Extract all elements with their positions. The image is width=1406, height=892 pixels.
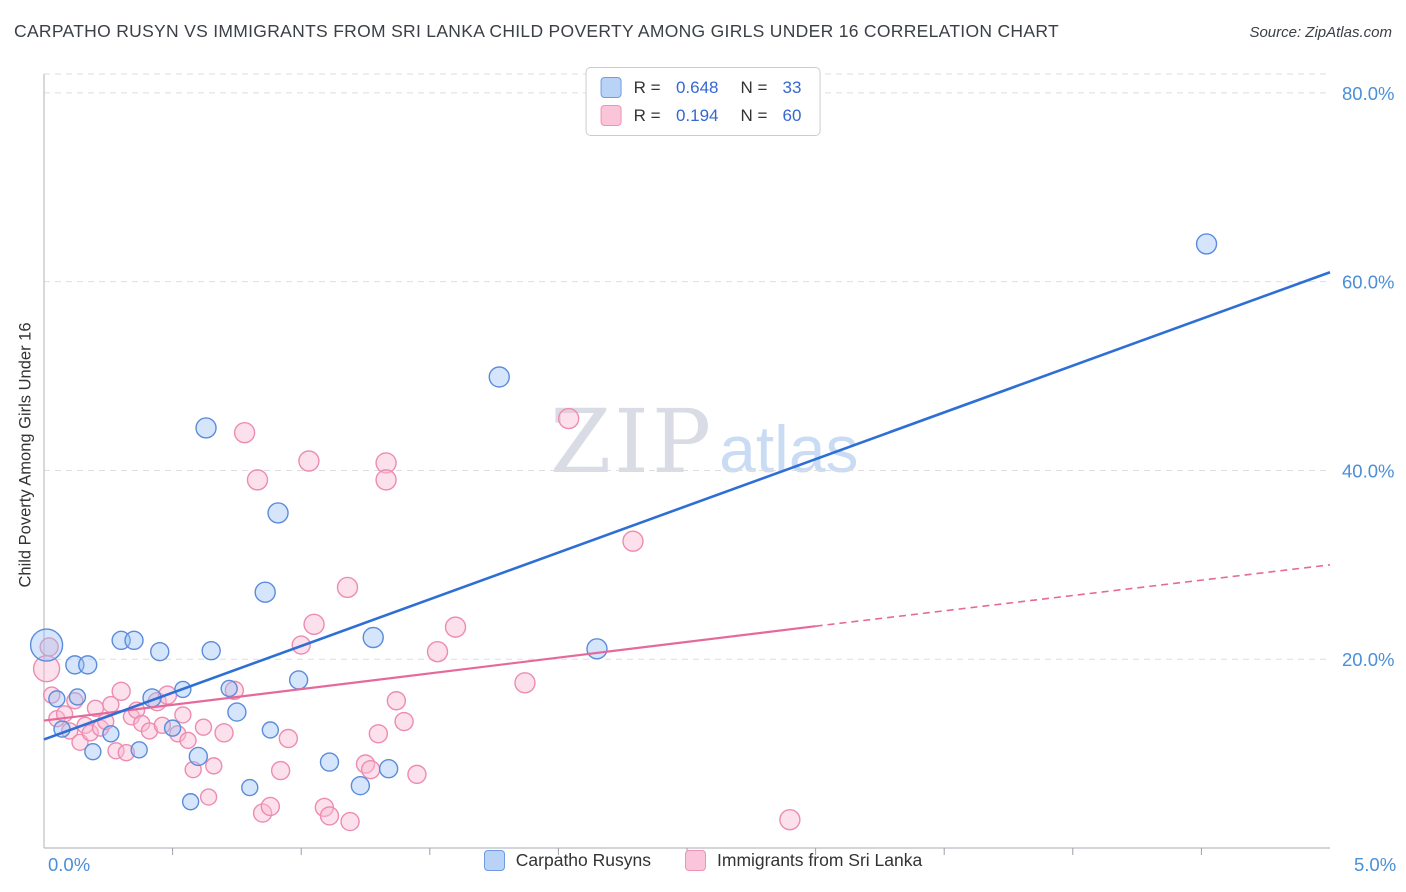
data-point-sri-lanka [252, 803, 273, 823]
data-point-carpatho-rusyns [181, 793, 200, 811]
data-point-sri-lanka [111, 681, 131, 702]
data-point-carpatho-rusyns [488, 366, 510, 388]
y-axis-title: Child Poverty Among Girls Under 16 [16, 322, 35, 588]
data-point-sri-lanka [426, 640, 449, 663]
data-point-carpatho-rusyns [150, 641, 170, 662]
data-point-carpatho-rusyns [350, 776, 371, 796]
data-point-carpatho-rusyns [68, 688, 87, 706]
legend-swatch-pink [600, 105, 622, 126]
data-point-carpatho-rusyns [78, 655, 98, 675]
data-point-sri-lanka [270, 760, 291, 781]
data-point-sri-lanka [355, 754, 376, 774]
n-label: N = [740, 105, 768, 125]
data-point-carpatho-rusyns [48, 690, 66, 708]
x-tick-label: 0.0% [48, 854, 90, 875]
data-point-carpatho-rusyns [319, 752, 340, 772]
data-point-sri-lanka [336, 576, 359, 599]
data-point-carpatho-rusyns [195, 417, 217, 439]
data-point-sri-lanka [444, 616, 467, 638]
data-point-carpatho-rusyns [586, 638, 608, 660]
data-point-sri-lanka [779, 808, 801, 831]
data-point-carpatho-rusyns [288, 670, 309, 690]
data-point-sri-lanka [407, 764, 427, 785]
data-point-sri-lanka [246, 469, 269, 491]
data-point-carpatho-rusyns [1195, 233, 1218, 255]
legend-item-label: Immigrants from Sri Lanka [717, 850, 923, 870]
data-point-sri-lanka [39, 637, 59, 657]
data-point-sri-lanka [360, 759, 381, 780]
data-point-sri-lanka [375, 452, 397, 474]
n-value: 60 [782, 105, 802, 125]
data-point-sri-lanka [278, 728, 299, 749]
y-tick-label: 60.0% [1342, 272, 1394, 293]
data-point-sri-lanka [199, 788, 218, 806]
y-tick-label: 40.0% [1342, 460, 1394, 481]
data-point-carpatho-rusyns [29, 628, 64, 662]
data-point-sri-lanka [622, 530, 644, 552]
trend-line-ext-sri-lanka [815, 564, 1331, 627]
data-point-carpatho-rusyns [220, 679, 238, 698]
data-point-sri-lanka [224, 680, 245, 701]
series-legend: Carpatho Rusyns Immigrants from Sri Lank… [0, 850, 1406, 871]
data-point-carpatho-rusyns [254, 581, 276, 603]
n-value: 33 [782, 77, 802, 97]
data-point-sri-lanka [194, 718, 213, 736]
trend-line-carpatho-rusyns [43, 270, 1331, 741]
page-title: CARPATHO RUSYN VS IMMIGRANTS FROM SRI LA… [14, 21, 1059, 41]
legend-swatch-pink [685, 850, 706, 871]
data-point-carpatho-rusyns [102, 725, 120, 743]
trend-line-sri-lanka [43, 625, 816, 722]
x-tick-label: 5.0% [1354, 854, 1396, 875]
data-point-carpatho-rusyns [124, 630, 144, 651]
data-point-carpatho-rusyns [241, 778, 259, 797]
y-tick-label: 20.0% [1342, 649, 1394, 670]
legend-swatch-blue [483, 850, 505, 871]
legend-item-label: Carpatho Rusyns [515, 850, 651, 870]
data-point-carpatho-rusyns [362, 626, 384, 649]
legend-row-sri-lanka: R = 0.194 N = 60 [600, 105, 802, 126]
data-point-carpatho-rusyns [267, 502, 289, 524]
data-point-carpatho-rusyns [163, 719, 182, 737]
data-point-sri-lanka [557, 407, 580, 430]
data-point-sri-lanka [214, 723, 234, 743]
source-link[interactable]: Source: ZipAtlas.com [1249, 24, 1392, 41]
data-point-sri-lanka [394, 711, 414, 732]
data-point-carpatho-rusyns [261, 721, 280, 739]
data-point-sri-lanka [386, 691, 407, 711]
data-point-sri-lanka [303, 613, 325, 635]
data-point-sri-lanka [260, 796, 281, 817]
legend-swatch-blue [600, 77, 622, 98]
r-value: 0.648 [675, 77, 719, 97]
legend-row-carpatho-rusyns: R = 0.648 N = 33 [600, 77, 802, 98]
data-point-carpatho-rusyns [227, 702, 247, 722]
data-point-sri-lanka [514, 672, 536, 694]
data-point-carpatho-rusyns [201, 641, 221, 661]
n-label: N = [740, 77, 768, 97]
data-point-sri-lanka [179, 731, 197, 750]
r-value: 0.194 [675, 105, 719, 125]
r-label: R = [633, 77, 661, 97]
data-point-sri-lanka [340, 811, 360, 832]
legend-item-carpatho-rusyns: Carpatho Rusyns [483, 850, 651, 871]
data-point-carpatho-rusyns [130, 741, 148, 759]
legend-item-sri-lanka: Immigrants from Sri Lanka [685, 850, 922, 871]
data-point-carpatho-rusyns [188, 746, 209, 767]
r-label: R = [633, 105, 661, 125]
data-point-sri-lanka [174, 706, 192, 724]
data-point-sri-lanka [233, 421, 256, 444]
data-point-sri-lanka [117, 743, 136, 762]
data-point-sri-lanka [81, 724, 99, 742]
data-point-sri-lanka [375, 469, 397, 491]
data-point-sri-lanka [298, 450, 320, 472]
correlation-legend-box: R = 0.648 N = 33 R = 0.194 N = 60 [585, 67, 821, 136]
data-point-carpatho-rusyns [84, 743, 102, 761]
data-point-sri-lanka [205, 757, 223, 775]
data-point-carpatho-rusyns [378, 759, 399, 779]
y-tick-label: 80.0% [1342, 83, 1394, 104]
data-point-sri-lanka [319, 806, 340, 826]
data-point-sri-lanka [153, 716, 172, 734]
data-point-sri-lanka [368, 724, 389, 744]
